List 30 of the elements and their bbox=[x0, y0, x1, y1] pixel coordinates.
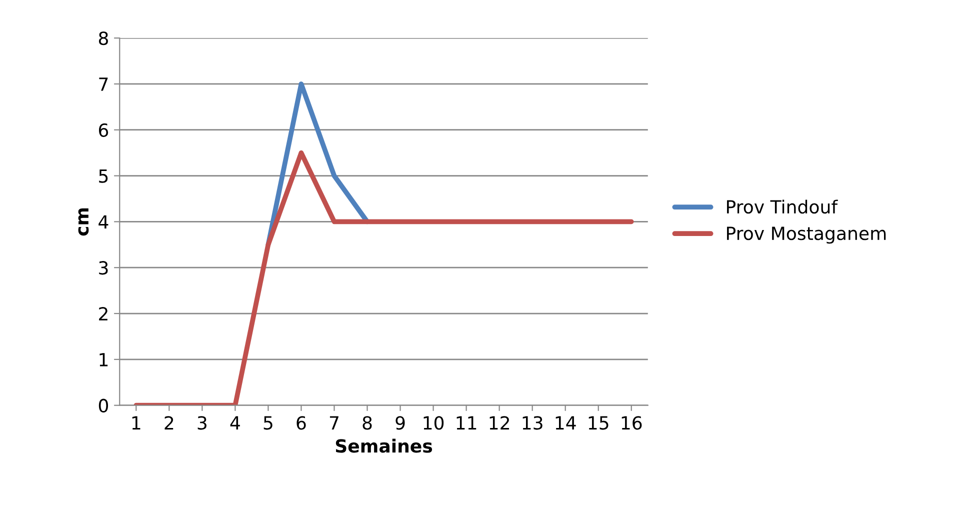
x-tick-label: 16 bbox=[622, 416, 642, 430]
y-tick-label: 8 bbox=[98, 31, 108, 46]
x-tick-label: 14 bbox=[556, 416, 576, 430]
y-tick-label: 1 bbox=[100, 353, 108, 366]
x-tick-label: 15 bbox=[588, 416, 608, 430]
y-axis-title: cm bbox=[78, 208, 89, 236]
x-tick-label: 9 bbox=[396, 416, 405, 430]
x-tick-label: 2 bbox=[164, 416, 174, 430]
y-tick-label: 2 bbox=[99, 306, 108, 320]
x-tick-label: 5 bbox=[264, 416, 272, 430]
legend-label: Prov Tindouf bbox=[727, 200, 838, 214]
x-tick-label: 6 bbox=[296, 416, 306, 430]
y-tick-label: 5 bbox=[99, 169, 108, 183]
y-tick-label: 4 bbox=[98, 215, 108, 229]
x-tick-label: 1 bbox=[132, 416, 140, 430]
x-tick-label: 7 bbox=[330, 416, 338, 430]
y-tick-label: 0 bbox=[98, 398, 108, 412]
x-tick-label: 8 bbox=[362, 416, 372, 430]
line-series bbox=[134, 150, 634, 406]
x-tick-label: 13 bbox=[522, 416, 542, 430]
legend-label: Prov Mostaganem bbox=[727, 226, 886, 244]
y-tick-label: 7 bbox=[99, 78, 108, 91]
x-tick-label: 11 bbox=[456, 416, 476, 430]
x-tick-label: 12 bbox=[490, 416, 509, 430]
y-tick-label: 6 bbox=[98, 123, 108, 137]
x-tick-label: 4 bbox=[230, 416, 240, 430]
x-tick-label: 10 bbox=[424, 416, 444, 430]
y-tick-label: 3 bbox=[99, 261, 108, 275]
x-axis-title: Semaines bbox=[336, 438, 432, 453]
x-tick-label: 3 bbox=[198, 416, 206, 430]
